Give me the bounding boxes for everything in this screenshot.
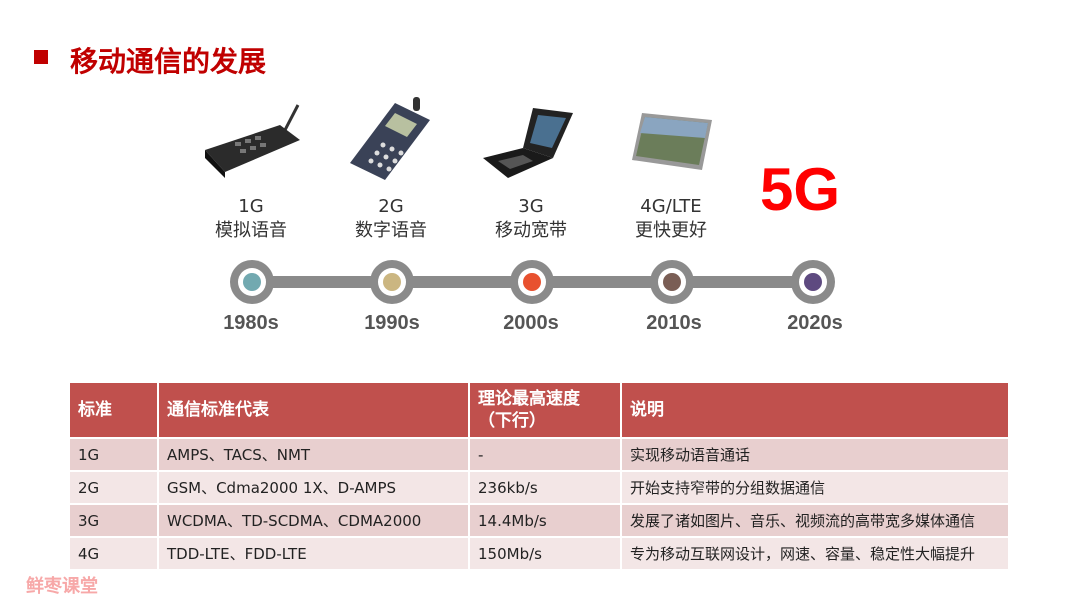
cell: 3G (68, 503, 159, 538)
table-row: 4G TDD-LTE、FDD-LTE 150Mb/s 专为移动互联网设计，网速、容量、… (68, 536, 1010, 571)
gen-name: 2G (378, 196, 404, 217)
header-cell: 通信标准代表 (157, 381, 470, 439)
cell: - (468, 437, 622, 472)
table-header: 标准 通信标准代表 理论最高速度（下行） 说明 (68, 381, 1010, 439)
timeline-node-1990s (370, 260, 414, 304)
timeline-node-2020s (791, 260, 835, 304)
gen-name: 3G (518, 196, 544, 217)
watermark: 鲜枣课堂 (26, 576, 98, 597)
year-label: 2020s (787, 312, 843, 334)
gen-desc: 模拟语音 (215, 220, 287, 241)
cell: 14.4Mb/s (468, 503, 622, 538)
cell: 发展了诸如图片、音乐、视频流的高带宽多媒体通信 (620, 503, 1010, 538)
header-cell: 理论最高速度（下行） (468, 381, 622, 439)
table-row: 1G AMPS、TACS、NMT - 实现移动语音通话 (68, 437, 1010, 472)
title-bullet (34, 50, 48, 64)
cell: 专为移动互联网设计，网速、容量、稳定性大幅提升 (620, 536, 1010, 571)
gen-label-1g: 1G 模拟语音 (191, 195, 311, 243)
timeline-node-2010s (650, 260, 694, 304)
1g-phone-image (205, 104, 300, 178)
gen-desc: 数字语音 (355, 220, 427, 241)
gen-desc: 更快更好 (635, 220, 707, 241)
header-cell: 说明 (620, 381, 1010, 439)
3g-phone-image (483, 108, 573, 178)
gen-label-4g: 4G/LTE 更快更好 (611, 195, 731, 243)
cell: 2G (68, 470, 159, 505)
gen-name: 1G (238, 196, 264, 217)
timeline-node-2000s (510, 260, 554, 304)
gen-label-5g: 5G (760, 156, 841, 223)
cell: 150Mb/s (468, 536, 622, 571)
cell: 1G (68, 437, 159, 472)
page-title: 移动通信的发展 (70, 45, 267, 78)
cell: 实现移动语音通话 (620, 437, 1010, 472)
gen-label-2g: 2G 数字语音 (331, 195, 451, 243)
cell: AMPS、TACS、NMT (157, 437, 470, 472)
cell: 236kb/s (468, 470, 622, 505)
cell: WCDMA、TD-SCDMA、CDMA2000 (157, 503, 470, 538)
cell: 4G (68, 536, 159, 571)
gen-name: 4G/LTE (640, 196, 702, 217)
cell: GSM、Cdma2000 1X、D-AMPS (157, 470, 470, 505)
table-row: 2G GSM、Cdma2000 1X、D-AMPS 236kb/s 开始支持窄带的分组… (68, 470, 1010, 505)
gen-desc: 移动宽带 (495, 220, 567, 241)
standards-table: 标准 通信标准代表 理论最高速度（下行） 说明 1G AMPS、TACS、NMT -… (68, 381, 1010, 571)
timeline-node-1980s (230, 260, 274, 304)
year-label: 2010s (646, 312, 702, 334)
2g-phone-image (350, 97, 430, 180)
gen-label-3g: 3G 移动宽带 (471, 195, 591, 243)
year-label: 1990s (364, 312, 420, 334)
header-cell: 标准 (68, 381, 159, 439)
year-label: 2000s (503, 312, 559, 334)
year-label: 1980s (223, 312, 279, 334)
4g-phone-image (632, 113, 712, 170)
table-row: 3G WCDMA、TD-SCDMA、CDMA2000 14.4Mb/s 发展了诸如图片… (68, 503, 1010, 538)
cell: TDD-LTE、FDD-LTE (157, 536, 470, 571)
cell: 开始支持窄带的分组数据通信 (620, 470, 1010, 505)
